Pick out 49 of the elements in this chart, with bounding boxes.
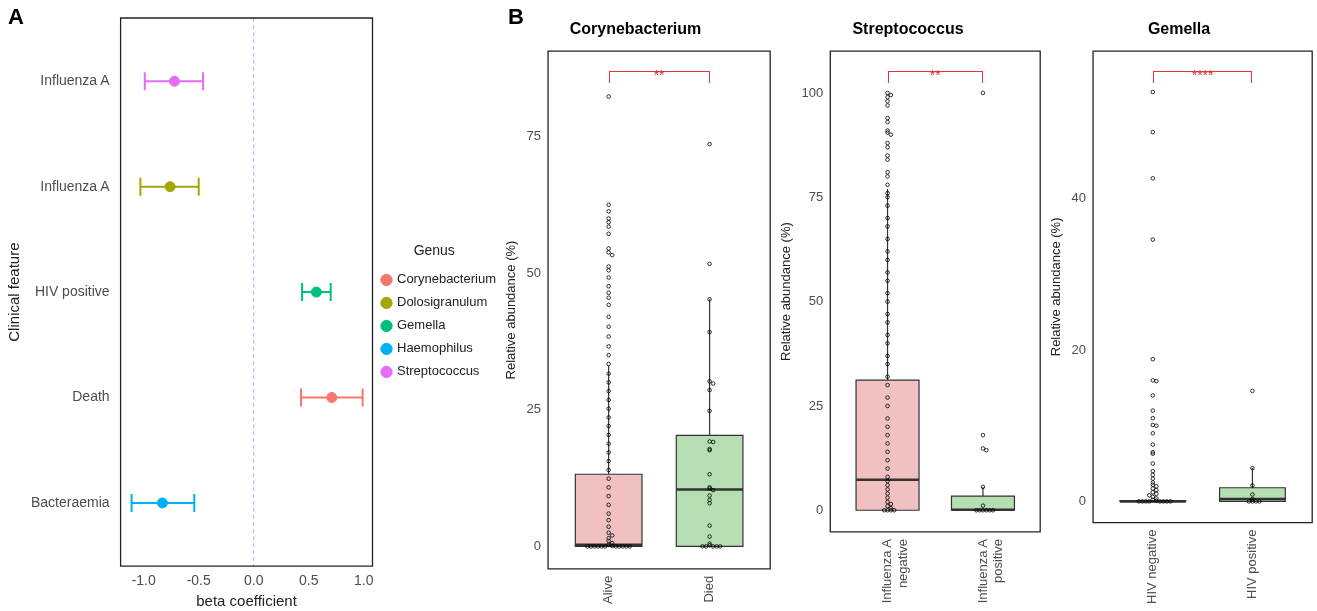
y-tick-label: HIV positive	[34, 282, 110, 299]
x-tick-label: 0.5	[298, 572, 319, 589]
point	[164, 181, 176, 193]
legend-label: Dolosigranulum	[397, 294, 488, 310]
y-tick-label: 50	[526, 264, 542, 280]
text: B	[508, 4, 524, 30]
chart-title: Corynebacterium	[569, 20, 702, 38]
x-tick-label: Influenza A negative	[879, 538, 910, 604]
legend-label: Corynebacterium	[397, 271, 496, 287]
y-tick-label: 20	[1071, 341, 1087, 357]
chart-title: Streptococcus	[852, 20, 964, 38]
y-tick-label: 25	[526, 401, 542, 417]
y-tick-label: 75	[526, 128, 542, 144]
legend-label: Gemella	[397, 317, 447, 333]
y-tick-label: 0	[816, 501, 824, 517]
y-tick-label: Influenza A	[40, 72, 111, 89]
x-axis-title: beta coefficient	[196, 592, 298, 610]
x-tick-label: -1.0	[131, 572, 156, 589]
point	[168, 75, 180, 87]
x-tick-label: Died	[701, 575, 717, 603]
y-tick-label: Influenza A	[40, 177, 111, 194]
y-axis-title: Relative abundance (%)	[503, 240, 519, 380]
y-tick-label: Death	[72, 388, 110, 405]
y-tick-label: 40	[1071, 190, 1087, 206]
chart-title: Gemella	[1147, 20, 1211, 38]
x-tick-label: 1.0	[353, 572, 374, 589]
legend-title: Genus	[413, 242, 455, 259]
x-tick-label: -0.5	[186, 572, 211, 589]
x-tick-label: Alive	[600, 575, 616, 605]
y-tick-label: 25	[808, 397, 824, 413]
y-axis-title: Relative abundance (%)	[1048, 217, 1064, 357]
y-tick-label: Bacteraemia	[31, 493, 110, 510]
text: A	[8, 4, 24, 30]
point	[310, 286, 322, 298]
y-axis-title: Clinical feature	[5, 242, 23, 342]
x-tick-label: HIV positive	[1244, 529, 1260, 599]
legend-label: Haemophilus	[397, 340, 474, 356]
y-tick-label: 75	[808, 188, 824, 204]
y-axis-title: Relative abundance (%)	[778, 222, 794, 361]
x-tick-label: 0.0	[243, 572, 264, 589]
x-tick-label: HIV negative	[1144, 529, 1160, 604]
y-tick-label: 0	[533, 537, 542, 553]
y-tick-label: 0	[1078, 492, 1087, 508]
x-tick-label: Influenza A positive	[974, 538, 1006, 604]
y-tick-label: 50	[808, 293, 824, 309]
y-tick-label: 100	[801, 84, 824, 100]
point	[156, 497, 168, 509]
point	[326, 392, 338, 404]
legend-label: Streptococcus	[397, 363, 480, 379]
